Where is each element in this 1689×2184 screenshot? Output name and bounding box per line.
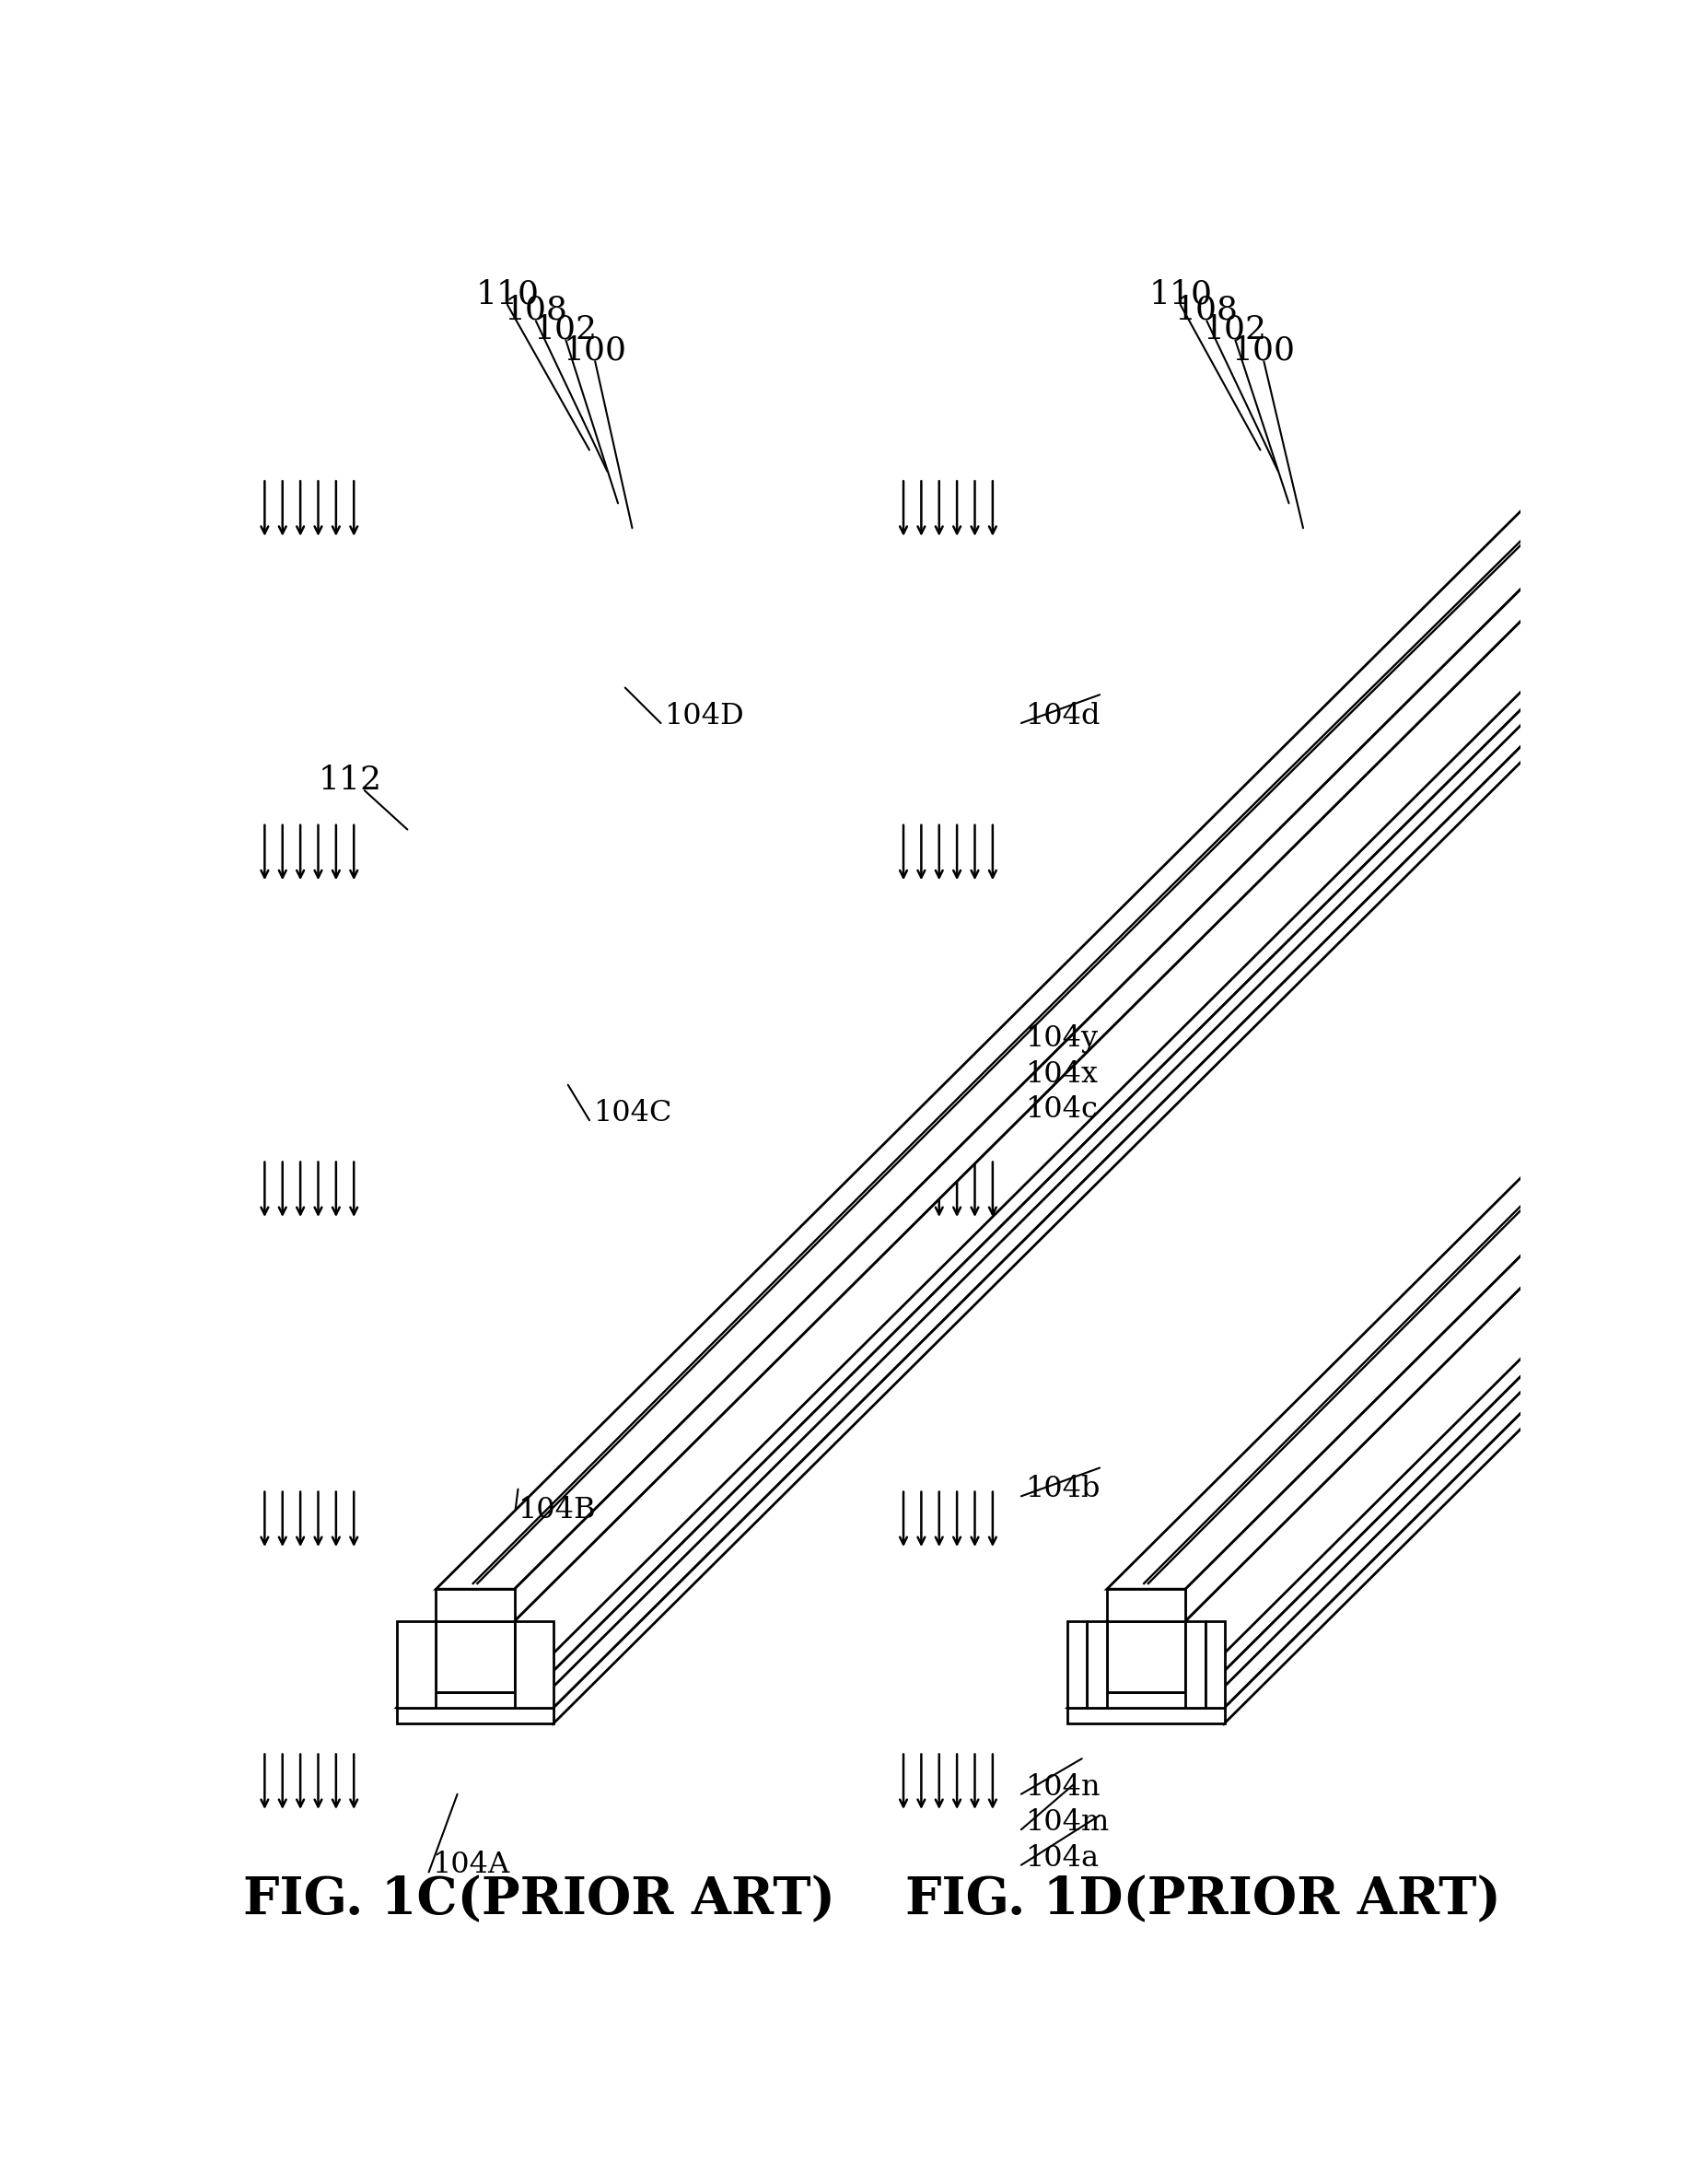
- Text: 104c: 104c: [1025, 1096, 1098, 1125]
- Text: 112: 112: [319, 764, 382, 795]
- Polygon shape: [1067, 509, 1689, 1708]
- Polygon shape: [1603, 509, 1689, 524]
- Polygon shape: [1206, 1621, 1225, 1708]
- Text: 110: 110: [1149, 277, 1213, 310]
- Text: 102: 102: [1204, 314, 1267, 345]
- Text: 104a: 104a: [1025, 1843, 1098, 1872]
- Polygon shape: [1089, 494, 1689, 1693]
- Polygon shape: [436, 1590, 515, 1621]
- Polygon shape: [1625, 494, 1689, 509]
- Polygon shape: [419, 494, 1689, 1693]
- Polygon shape: [515, 1621, 554, 1708]
- Polygon shape: [436, 391, 1689, 1590]
- Text: 102: 102: [534, 314, 598, 345]
- Polygon shape: [554, 509, 1689, 1723]
- Text: 104x: 104x: [1025, 1059, 1098, 1088]
- Polygon shape: [1186, 422, 1689, 1693]
- Polygon shape: [1106, 1590, 1186, 1621]
- Text: 100: 100: [564, 334, 627, 367]
- Polygon shape: [1186, 1621, 1206, 1708]
- Polygon shape: [1203, 494, 1689, 1708]
- Polygon shape: [419, 1693, 532, 1708]
- Polygon shape: [397, 1621, 436, 1708]
- Polygon shape: [1086, 1621, 1106, 1708]
- Text: FIG. 1C(PRIOR ART): FIG. 1C(PRIOR ART): [243, 1876, 836, 1926]
- Polygon shape: [515, 391, 1689, 1621]
- Text: 104b: 104b: [1025, 1474, 1100, 1503]
- Text: 100: 100: [1231, 334, 1295, 367]
- Text: 104D: 104D: [664, 701, 745, 729]
- Polygon shape: [397, 509, 1689, 1708]
- Polygon shape: [1106, 1621, 1186, 1693]
- Polygon shape: [397, 1708, 554, 1723]
- Text: 104B: 104B: [519, 1496, 596, 1524]
- Polygon shape: [1642, 422, 1689, 494]
- Text: 110: 110: [476, 277, 539, 310]
- Polygon shape: [1106, 391, 1689, 1590]
- Polygon shape: [1186, 391, 1689, 1621]
- Polygon shape: [515, 422, 1689, 1693]
- Polygon shape: [1067, 1708, 1225, 1723]
- Text: 108: 108: [503, 295, 568, 325]
- Text: 108: 108: [1176, 295, 1238, 325]
- Polygon shape: [1089, 1693, 1203, 1708]
- Polygon shape: [1642, 391, 1689, 422]
- Text: 104d: 104d: [1025, 701, 1100, 729]
- Text: 104m: 104m: [1025, 1808, 1108, 1837]
- Polygon shape: [436, 1621, 515, 1693]
- Text: FIG. 1D(PRIOR ART): FIG. 1D(PRIOR ART): [905, 1876, 1502, 1926]
- Polygon shape: [1225, 509, 1689, 1723]
- Text: 104A: 104A: [432, 1850, 510, 1878]
- Text: 104n: 104n: [1025, 1773, 1100, 1802]
- Text: 104y: 104y: [1025, 1024, 1098, 1053]
- Polygon shape: [1106, 422, 1689, 1621]
- Polygon shape: [436, 422, 1689, 1621]
- Polygon shape: [1067, 1621, 1086, 1708]
- Polygon shape: [532, 494, 1689, 1708]
- Text: 104C: 104C: [593, 1099, 672, 1127]
